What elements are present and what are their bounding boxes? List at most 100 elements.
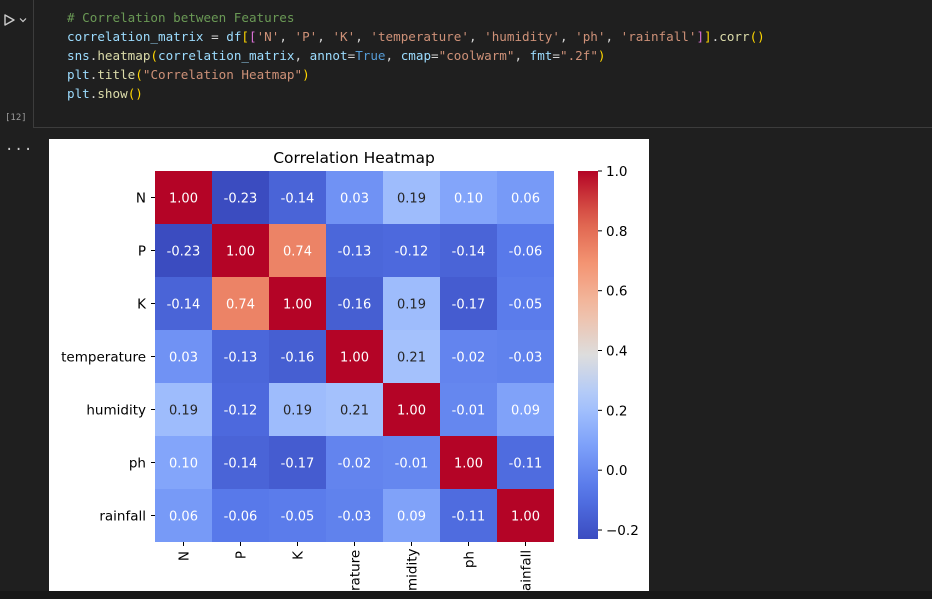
heatmap-cell	[326, 383, 383, 436]
cell-annotation: -0.16	[281, 351, 315, 366]
cell-annotation: 0.03	[169, 351, 198, 366]
code-token: (	[135, 67, 143, 82]
cell-annotation: 0.74	[283, 245, 312, 260]
heatmap-cell	[326, 277, 383, 330]
code-token: ,	[605, 29, 621, 44]
heatmap-cell	[212, 330, 269, 383]
chevron-down-icon[interactable]	[18, 15, 28, 25]
y-tick-label: temperature	[61, 350, 146, 366]
cell-annotation: -0.05	[509, 298, 543, 313]
code-line: plt.show()	[67, 84, 765, 103]
code-token: ,	[355, 29, 371, 44]
cell-annotation: 0.19	[283, 404, 312, 419]
code-editor[interactable]: # Correlation between Features correlatio…	[67, 8, 765, 103]
cell-annotation: 0.06	[169, 510, 198, 525]
heatmap-cell	[440, 383, 497, 436]
heatmap-cell	[383, 383, 440, 436]
cell-annotation: 0.19	[397, 298, 426, 313]
code-line: correlation_matrix = df[['N', 'P', 'K', …	[67, 27, 765, 46]
x-tick-label: K	[291, 550, 307, 560]
cell-annotation: 1.00	[340, 351, 369, 366]
code-token: ,	[279, 29, 295, 44]
heatmap-cell	[212, 436, 269, 489]
heatmap-cell	[440, 330, 497, 383]
cell-annotation: -0.06	[509, 245, 543, 260]
code-token: heatmap	[97, 48, 151, 63]
code-token: ,	[468, 29, 485, 44]
code-token: 'K'	[332, 29, 356, 44]
code-token: fmt	[529, 48, 553, 63]
code-line: plt.title("Correlation Heatmap")	[67, 65, 765, 84]
code-token: ]	[696, 29, 705, 44]
code-token: "coolwarm"	[438, 48, 515, 63]
code-token: .	[89, 48, 98, 63]
x-tick-label: rature	[348, 550, 364, 591]
heatmap-cell	[212, 383, 269, 436]
cell-annotation: 0.19	[169, 404, 198, 419]
y-tick-label: K	[137, 297, 147, 313]
status-bar	[0, 591, 932, 599]
heatmap-cell	[383, 171, 440, 224]
code-token: corr	[719, 29, 750, 44]
y-tick-label: rainfall	[99, 509, 146, 525]
x-tick-label: P	[234, 551, 250, 559]
heatmap-cell	[269, 330, 326, 383]
code-token: ]	[704, 29, 712, 44]
code-token: 'P'	[294, 29, 318, 44]
heatmap-cell	[326, 171, 383, 224]
code-cell[interactable]	[33, 0, 932, 128]
code-token: ,	[385, 48, 401, 63]
cell-annotation: 0.03	[340, 192, 369, 207]
play-icon[interactable]	[2, 13, 16, 27]
heatmap-cell	[326, 436, 383, 489]
heatmap-cell	[440, 489, 497, 542]
heatmap-cell	[155, 436, 212, 489]
run-cell-button[interactable]	[0, 8, 32, 32]
code-token: show	[97, 86, 128, 101]
correlation-heatmap-chart: Correlation Heatmap 1.00 -0.23 -0.14 0.03 0.1…	[61, 149, 639, 591]
code-token: ,	[317, 29, 333, 44]
code-token: [	[249, 29, 257, 44]
code-token: [	[241, 29, 249, 44]
heatmap-cell	[440, 171, 497, 224]
cell-annotation: -0.02	[338, 457, 372, 472]
heatmap-cell	[440, 277, 497, 330]
heatmap-cell	[440, 224, 497, 277]
colorbar-tick-label: 0.2	[606, 403, 627, 419]
colorbar-tick-label: 0.4	[606, 344, 627, 360]
heatmap-cell	[497, 436, 554, 489]
code-token: =	[552, 48, 560, 63]
code-token: 'rainfall'	[620, 29, 697, 44]
code-token: 'ph'	[575, 29, 606, 44]
colorbar-tick-label: 1.0	[606, 164, 627, 180]
colorbar-tick-label: 0.6	[606, 284, 627, 300]
heatmap-cell	[440, 436, 497, 489]
heatmap-cell	[212, 171, 269, 224]
cell-annotation: -0.06	[224, 510, 258, 525]
y-tick-label: N	[136, 191, 146, 207]
cell-annotation: -0.14	[281, 192, 315, 207]
heatmap-cell	[497, 383, 554, 436]
cell-annotation: -0.03	[509, 351, 543, 366]
code-token: ()	[127, 86, 143, 101]
code-token: # Correlation between Features	[67, 10, 295, 25]
code-token: sns	[67, 48, 90, 63]
cell-annotation: 0.21	[340, 404, 369, 419]
cell-annotation: -0.17	[452, 298, 486, 313]
code-token: "Correlation Heatmap"	[142, 67, 303, 82]
execution-count: [12]	[5, 113, 27, 123]
colorbar	[578, 171, 598, 539]
x-tick-label: N	[177, 551, 193, 561]
heatmap-cell	[269, 436, 326, 489]
heatmap-cell	[497, 277, 554, 330]
heatmap-cell	[497, 489, 554, 542]
cell-annotation: 0.09	[397, 510, 426, 525]
heatmap-cell	[155, 171, 212, 224]
output-options-icon[interactable]: ...	[5, 138, 34, 154]
cell-annotation: 1.00	[454, 457, 483, 472]
heatmap-cell	[269, 171, 326, 224]
heatmap-cell	[269, 383, 326, 436]
heatmap-cell	[212, 277, 269, 330]
cell-annotation: -0.23	[167, 245, 201, 260]
colorbar-tick-label: −0.2	[606, 523, 639, 539]
